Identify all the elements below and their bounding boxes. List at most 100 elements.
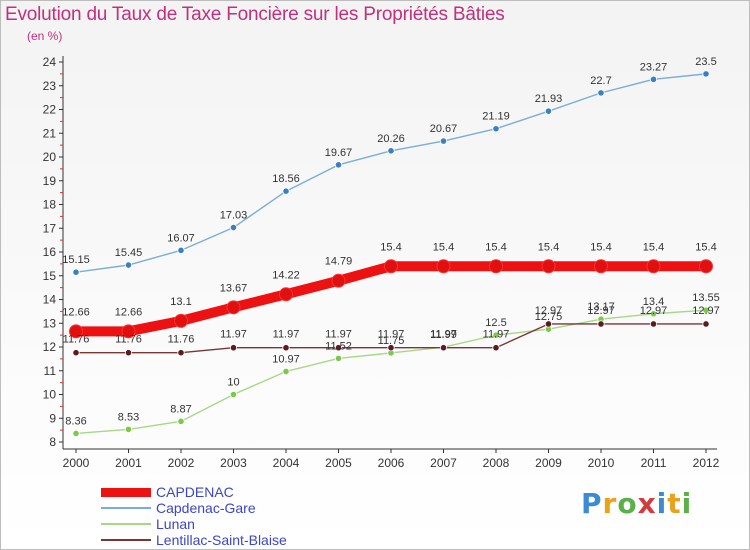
data-label: 13.1 bbox=[170, 296, 191, 308]
x-tick-label: 2006 bbox=[378, 456, 405, 470]
data-label: 20.26 bbox=[377, 133, 405, 145]
data-label: 8.87 bbox=[170, 403, 191, 415]
data-label: 13.17 bbox=[587, 301, 615, 313]
data-label: 15.4 bbox=[380, 241, 401, 253]
data-point bbox=[439, 137, 448, 145]
logo-letter: i bbox=[681, 487, 693, 520]
data-point bbox=[702, 70, 710, 78]
data-point bbox=[597, 89, 605, 97]
data-label: 15.4 bbox=[590, 241, 611, 253]
data-label: 11.97 bbox=[378, 329, 405, 341]
data-labels-layer: 12.66 12.66 13.1 13.67 14.22 14.79 15.4 15.4 15.… bbox=[62, 56, 720, 428]
x-tick-label: 2005 bbox=[325, 456, 352, 470]
data-point bbox=[492, 344, 500, 352]
legend-label: Capdenac-Gare bbox=[156, 500, 256, 516]
data-point bbox=[436, 259, 451, 274]
data-point bbox=[177, 417, 185, 425]
logo-letter: i bbox=[656, 487, 668, 520]
data-label: 13.67 bbox=[220, 282, 248, 294]
y-tick-label: 12 bbox=[43, 340, 57, 354]
x-tick-label: 2012 bbox=[693, 456, 720, 470]
y-tick-label: 16 bbox=[43, 245, 57, 259]
data-point bbox=[492, 125, 500, 133]
legend-swatch bbox=[101, 539, 151, 541]
legend-item: Capdenac-Gare bbox=[101, 500, 361, 516]
data-point bbox=[387, 344, 395, 352]
data-point bbox=[229, 390, 238, 399]
y-tick-label: 8 bbox=[49, 435, 56, 449]
data-label: 11.76 bbox=[115, 334, 142, 346]
x-tick-label: 2009 bbox=[535, 456, 562, 470]
x-tick-label: 2010 bbox=[588, 456, 615, 470]
data-point bbox=[544, 320, 553, 328]
data-point bbox=[597, 320, 605, 328]
data-label: 14.79 bbox=[325, 256, 353, 268]
data-point bbox=[646, 259, 661, 274]
data-label: 15.4 bbox=[433, 241, 454, 253]
data-point bbox=[121, 324, 136, 339]
logo-letter: r bbox=[602, 487, 618, 520]
data-point bbox=[492, 331, 500, 339]
data-label: 11.97 bbox=[220, 329, 247, 341]
data-point bbox=[124, 425, 133, 434]
data-point bbox=[544, 107, 553, 115]
data-label: 22.7 bbox=[590, 75, 611, 87]
data-label: 11.75 bbox=[378, 335, 405, 347]
data-point bbox=[541, 259, 556, 274]
y-tick-label: 10 bbox=[43, 388, 57, 402]
data-label: 12.97 bbox=[535, 305, 563, 317]
y-tick-label: 24 bbox=[43, 55, 57, 69]
x-tick-label: 2011 bbox=[641, 456, 667, 470]
data-label: 19.67 bbox=[325, 147, 353, 159]
data-label: 11.97 bbox=[430, 329, 457, 341]
data-label: 13.55 bbox=[692, 292, 720, 304]
data-point bbox=[282, 344, 290, 352]
series-layer bbox=[69, 70, 713, 438]
data-point bbox=[229, 223, 238, 232]
data-point bbox=[439, 344, 448, 352]
y-tick-label: 23 bbox=[43, 79, 57, 93]
data-point bbox=[702, 306, 710, 314]
x-tick-label: 2008 bbox=[483, 456, 510, 470]
data-point bbox=[124, 349, 133, 357]
y-tick-label: 20 bbox=[43, 150, 57, 164]
y-tick-label: 11 bbox=[44, 364, 57, 378]
logo-letter: t bbox=[667, 487, 682, 520]
data-label: 23.5 bbox=[695, 56, 716, 68]
x-tick-label: 2001 bbox=[115, 456, 142, 470]
data-point bbox=[334, 344, 343, 352]
legend-item: Lentillac-Saint-Blaise bbox=[101, 532, 361, 548]
data-label: 20.67 bbox=[430, 123, 458, 135]
data-label: 12.66 bbox=[62, 306, 90, 318]
x-tick-label: 2004 bbox=[273, 456, 300, 470]
legend-swatch bbox=[101, 507, 151, 509]
data-label: 14.22 bbox=[272, 269, 300, 281]
data-label: 8.36 bbox=[65, 415, 86, 427]
data-point bbox=[69, 324, 83, 339]
legend-item: Lunan bbox=[101, 516, 361, 532]
data-label: 23.27 bbox=[640, 61, 668, 73]
y-tick-label: 13 bbox=[43, 316, 57, 330]
data-point bbox=[174, 313, 188, 328]
data-label: 15.4 bbox=[643, 241, 664, 253]
chart-unit-label: (en %) bbox=[27, 29, 63, 43]
logo-letter: x bbox=[637, 487, 657, 520]
data-point bbox=[649, 320, 658, 328]
data-point bbox=[594, 259, 608, 274]
data-point bbox=[177, 246, 185, 254]
data-label: 11.52 bbox=[325, 340, 352, 352]
y-tick-label: 21 bbox=[43, 126, 57, 140]
logo-letter: P bbox=[581, 487, 603, 520]
data-label: 15.4 bbox=[695, 241, 716, 253]
data-point bbox=[72, 429, 80, 438]
data-label: 15.4 bbox=[485, 241, 506, 253]
data-point bbox=[177, 349, 185, 357]
data-label: 15.4 bbox=[538, 241, 559, 253]
data-point bbox=[72, 268, 80, 276]
data-label: 10 bbox=[227, 377, 239, 389]
data-label: 15.15 bbox=[62, 254, 90, 266]
legend-label: Lentillac-Saint-Blaise bbox=[156, 532, 287, 548]
data-point bbox=[72, 349, 80, 357]
data-label: 12.66 bbox=[115, 306, 143, 318]
